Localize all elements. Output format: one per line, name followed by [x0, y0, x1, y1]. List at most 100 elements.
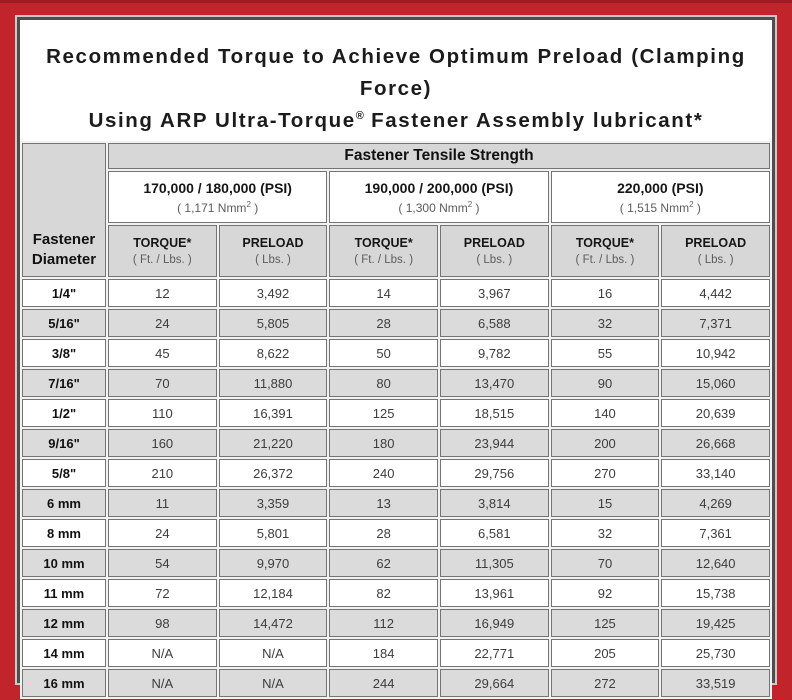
preload-value-cell: N/A — [218, 639, 328, 667]
preload-value-cell: 6,581 — [439, 519, 549, 547]
psi-group-190-200: 190,000 / 200,000 (PSI) ( 1,300 Nmm2 ) — [329, 171, 549, 223]
torque-value-cell: N/A — [108, 639, 217, 667]
torque-value-cell: 16 — [550, 279, 660, 307]
diameter-cell: 8 mm — [22, 519, 106, 547]
preload-value-cell: 8,622 — [218, 339, 328, 367]
diameter-cell: 14 mm — [22, 639, 106, 667]
table-row: 11 mm 72 12,184 82 13,961 92 15,738 — [22, 579, 770, 607]
content-panel: Recommended Torque to Achieve Optimum Pr… — [17, 17, 775, 699]
torque-value-cell: 205 — [550, 639, 660, 667]
torque-value-cell: 70 — [550, 549, 660, 577]
diameter-cell: 11 mm — [22, 579, 106, 607]
torque-value-cell: 28 — [329, 309, 438, 337]
torque-value-cell: 80 — [329, 369, 438, 397]
preload-value-cell: 33,519 — [661, 669, 770, 697]
title-line1: Recommended Torque to Achieve Optimum Pr… — [46, 45, 746, 100]
torque-value-cell: 244 — [329, 669, 438, 697]
torque-value-cell: 11 — [108, 489, 217, 517]
preload-value-cell: 26,372 — [218, 459, 328, 487]
preload-value-cell: 23,944 — [439, 429, 549, 457]
torque-value-cell: N/A — [108, 669, 217, 697]
preload-value-cell: 11,880 — [218, 369, 328, 397]
title-line2: Using ARP Ultra-Torque® Fastener Assembl… — [88, 108, 704, 132]
torque-value-cell: 125 — [329, 399, 438, 427]
diameter-cell: 1/4" — [22, 279, 106, 307]
torque-value-cell: 50 — [329, 339, 438, 367]
torque-value-cell: 184 — [329, 639, 438, 667]
preload-value-cell: 7,361 — [661, 519, 770, 547]
torque-value-cell: 90 — [550, 369, 660, 397]
table-row: 3/8" 45 8,622 50 9,782 55 10,942 — [22, 339, 770, 367]
preload-value-cell: 21,220 — [218, 429, 328, 457]
preload-value-cell: 9,782 — [439, 339, 549, 367]
torque-table-container: Fastener Diameter Fastener Tensile Stren… — [20, 141, 772, 699]
tensile-header-row: Fastener Diameter Fastener Tensile Stren… — [22, 143, 770, 277]
torque-value-cell: 272 — [550, 669, 660, 697]
preload-value-cell: 18,515 — [439, 399, 549, 427]
table-row: 9/16" 160 21,220 180 23,944 200 26,668 — [22, 429, 770, 457]
preload-column-header: PRELOAD ( Lbs. ) — [661, 225, 770, 277]
torque-value-cell: 24 — [108, 519, 217, 547]
torque-value-cell: 110 — [108, 399, 217, 427]
tensile-strength-header: Fastener Tensile Strength — [108, 143, 770, 169]
torque-value-cell: 14 — [329, 279, 438, 307]
preload-value-cell: 16,391 — [218, 399, 328, 427]
torque-value-cell: 70 — [108, 369, 217, 397]
preload-value-cell: 22,771 — [439, 639, 549, 667]
preload-value-cell: 9,970 — [218, 549, 328, 577]
table-row: 6 mm 11 3,359 13 3,814 15 4,269 — [22, 489, 770, 517]
table-row: 10 mm 54 9,970 62 11,305 70 12,640 — [22, 549, 770, 577]
table-row: 5/16" 24 5,805 28 6,588 32 7,371 — [22, 309, 770, 337]
preload-value-cell: 15,060 — [661, 369, 770, 397]
table-row: 8 mm 24 5,801 28 6,581 32 7,361 — [22, 519, 770, 547]
table-row: 7/16" 70 11,880 80 13,470 90 15,060 — [22, 369, 770, 397]
preload-value-cell: 3,359 — [218, 489, 328, 517]
torque-value-cell: 125 — [550, 609, 660, 637]
preload-value-cell: 5,801 — [218, 519, 328, 547]
preload-column-header: PRELOAD ( Lbs. ) — [439, 225, 549, 277]
preload-value-cell: 6,588 — [439, 309, 549, 337]
torque-value-cell: 72 — [108, 579, 217, 607]
torque-value-cell: 45 — [108, 339, 217, 367]
preload-value-cell: 4,269 — [661, 489, 770, 517]
preload-value-cell: N/A — [218, 669, 328, 697]
torque-value-cell: 98 — [108, 609, 217, 637]
preload-value-cell: 19,425 — [661, 609, 770, 637]
diameter-cell: 16 mm — [22, 669, 106, 697]
torque-table: Fastener Diameter Fastener Tensile Stren… — [20, 141, 772, 699]
psi-group-170-180: 170,000 / 180,000 (PSI) ( 1,171 Nmm2 ) — [108, 171, 328, 223]
preload-value-cell: 26,668 — [661, 429, 770, 457]
preload-value-cell: 3,967 — [439, 279, 549, 307]
preload-value-cell: 7,371 — [661, 309, 770, 337]
torque-value-cell: 112 — [329, 609, 438, 637]
torque-column-header: TORQUE* ( Ft. / Lbs. ) — [108, 225, 217, 277]
diameter-cell: 6 mm — [22, 489, 106, 517]
preload-value-cell: 29,664 — [439, 669, 549, 697]
preload-value-cell: 10,942 — [661, 339, 770, 367]
preload-value-cell: 11,305 — [439, 549, 549, 577]
preload-value-cell: 13,961 — [439, 579, 549, 607]
torque-value-cell: 200 — [550, 429, 660, 457]
preload-value-cell: 25,730 — [661, 639, 770, 667]
registered-trademark-symbol: ® — [355, 109, 364, 122]
torque-value-cell: 82 — [329, 579, 438, 607]
preload-value-cell: 16,949 — [439, 609, 549, 637]
torque-column-header: TORQUE* ( Ft. / Lbs. ) — [550, 225, 660, 277]
diameter-cell: 10 mm — [22, 549, 106, 577]
preload-value-cell: 3,492 — [218, 279, 328, 307]
torque-value-cell: 32 — [550, 519, 660, 547]
table-body: 1/4" 12 3,492 14 3,967 16 4,442 5/16" 24 5,805 28 6… — [22, 279, 770, 697]
preload-value-cell: 12,640 — [661, 549, 770, 577]
torque-value-cell: 160 — [108, 429, 217, 457]
torque-value-cell: 15 — [550, 489, 660, 517]
column-header-row: TORQUE* ( Ft. / Lbs. ) PRELOAD ( Lbs. ) … — [22, 225, 770, 277]
torque-value-cell: 92 — [550, 579, 660, 607]
torque-value-cell: 62 — [329, 549, 438, 577]
table-row: 14 mm N/A N/A 184 22,771 205 25,730 — [22, 639, 770, 667]
diameter-cell: 7/16" — [22, 369, 106, 397]
table-row: 12 mm 98 14,472 112 16,949 125 19,425 — [22, 609, 770, 637]
table-row: 5/8" 210 26,372 240 29,756 270 33,140 — [22, 459, 770, 487]
torque-column-header: TORQUE* ( Ft. / Lbs. ) — [329, 225, 438, 277]
diameter-cell: 1/2" — [22, 399, 106, 427]
